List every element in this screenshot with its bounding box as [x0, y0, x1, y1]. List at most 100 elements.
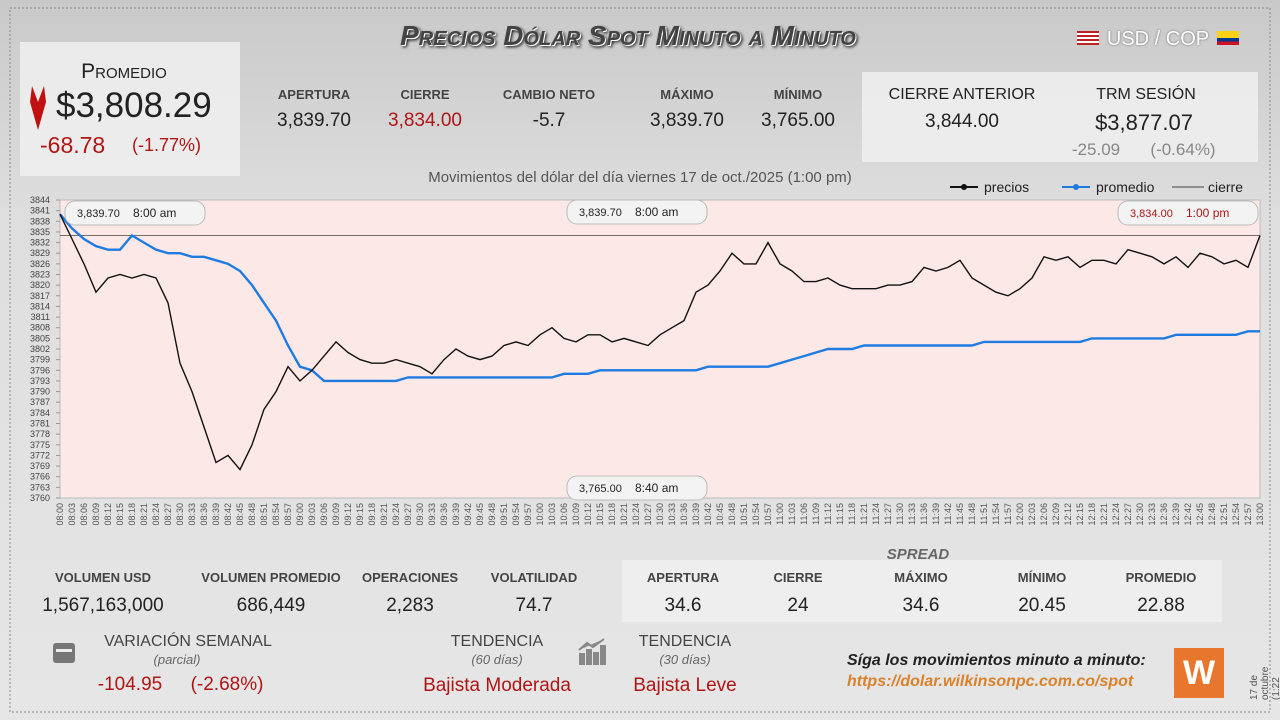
average-change: -68.78: [40, 132, 106, 158]
footer-url[interactable]: https://dolar.wilkinsonpc.com.co/spot: [847, 673, 1134, 690]
x-tick-label: 10:30: [655, 503, 665, 526]
x-tick-label: 08:24: [151, 503, 161, 526]
x-tick-label: 12:24: [1111, 503, 1121, 526]
spread-label: MÁXIMO: [894, 570, 948, 585]
x-tick-label: 11:57: [1003, 503, 1013, 525]
x-tick-label: 12:51: [1219, 503, 1229, 526]
x-tick-label: 12:39: [1171, 503, 1181, 526]
us-flag: [1077, 31, 1099, 45]
y-tick-label: 3835: [30, 227, 50, 237]
x-tick-label: 09:00: [295, 503, 305, 526]
annotation-box: [1117, 200, 1259, 226]
y-tick-label: 3775: [30, 440, 50, 450]
annotation-time: 8:00 am: [133, 206, 176, 220]
footer-prompt: Síga los movimientos minuto a minuto:: [847, 652, 1146, 669]
annotation-time: 8:00 am: [635, 205, 678, 219]
x-tick-label: 10:24: [631, 503, 641, 526]
spread-value: 20.45: [1018, 595, 1066, 616]
x-tick-label: 12:18: [1087, 503, 1097, 526]
x-tick-label: 12:57: [1243, 503, 1253, 526]
y-tick-label: 3826: [30, 259, 50, 269]
x-tick-label: 10:33: [667, 503, 677, 526]
stat-value: 3,834.00: [388, 110, 462, 131]
y-tick-label: 3796: [30, 365, 50, 375]
x-tick-label: 11:39: [931, 503, 941, 525]
x-tick-label: 10:06: [559, 503, 569, 526]
x-tick-label: 08:21: [139, 503, 149, 526]
stat-label: CAMBIO NETO: [502, 87, 596, 102]
spread-value: 34.6: [902, 595, 940, 616]
volume-value: 686,449: [236, 595, 306, 616]
annotation-value: 3,834.00: [1130, 208, 1173, 220]
x-tick-label: 09:30: [415, 503, 425, 526]
x-tick-label: 11:45: [955, 503, 965, 525]
x-tick-label: 09:24: [391, 503, 401, 526]
x-tick-label: 11:36: [919, 503, 929, 525]
x-tick-label: 10:03: [547, 503, 557, 526]
annotation-box: [566, 199, 708, 225]
stat-label: MÍNIMO: [773, 87, 823, 102]
stat-label: CIERRE: [400, 87, 450, 102]
x-tick-label: 10:51: [739, 503, 749, 526]
y-tick-label: 3769: [30, 461, 50, 471]
x-tick-label: 12:21: [1099, 503, 1109, 526]
trend-value: Bajista Leve: [633, 675, 737, 696]
down-arrow: [30, 86, 46, 130]
x-tick-label: 09:18: [367, 503, 377, 526]
x-tick-label: 10:12: [583, 503, 593, 526]
x-tick-label: 12:15: [1075, 503, 1085, 526]
x-tick-label: 10:15: [595, 503, 605, 526]
trend-period: (60 días): [471, 652, 523, 667]
average-value: $3,808.29: [56, 86, 212, 125]
stat-value: -5.7: [532, 110, 566, 131]
trm-change: -25.09: [1071, 140, 1121, 159]
volume-value: 2,283: [386, 595, 434, 616]
y-tick-label: 3772: [30, 450, 50, 460]
annotation-value: 3,765.00: [579, 483, 622, 495]
x-tick-label: 11:03: [787, 503, 797, 525]
frame: [9, 7, 1271, 713]
volume-value: 1,567,163,000: [42, 595, 164, 616]
legend-label: precios: [984, 179, 1029, 195]
spread-label: PROMEDIO: [1125, 570, 1197, 585]
x-tick-label: 12:30: [1135, 503, 1145, 526]
x-tick-label: 09:09: [331, 503, 341, 526]
trend-label: TENDENCIA: [638, 633, 732, 650]
stat-label: APERTURA: [277, 87, 351, 102]
y-tick-label: 3787: [30, 397, 50, 407]
stat-value: 3,839.70: [277, 110, 351, 131]
y-tick-label: 3814: [30, 301, 50, 311]
x-tick-label: 11:15: [835, 503, 845, 525]
weekly-change-pct: (-2.68%): [190, 674, 264, 695]
timestamp: 17 de octubre (1:22 pm): [1249, 666, 1280, 700]
x-tick-label: 12:12: [1063, 503, 1073, 526]
x-tick-label: 12:27: [1123, 503, 1133, 526]
y-tick-label: 3802: [30, 344, 50, 354]
x-tick-label: 08:39: [211, 503, 221, 526]
x-tick-label: 10:18: [607, 503, 617, 526]
x-tick-label: 09:06: [319, 503, 329, 526]
y-tick-label: 3805: [30, 333, 50, 343]
x-tick-label: 12:42: [1183, 503, 1193, 526]
trm-change-pct: (-0.64%): [1150, 140, 1216, 159]
annotation-time: 1:00 pm: [1186, 206, 1229, 220]
title: Precios Dólar Spot Minuto a Minuto: [400, 20, 856, 51]
co-flag: [1217, 31, 1239, 45]
x-tick-label: 08:54: [271, 503, 281, 526]
y-tick-label: 3811: [31, 312, 50, 322]
x-tick-label: 08:00: [55, 503, 65, 526]
spread-label: MÍNIMO: [1017, 570, 1067, 585]
x-tick-label: 10:36: [679, 503, 689, 526]
x-tick-label: 10:45: [715, 503, 725, 526]
y-tick-label: 3817: [30, 291, 50, 301]
x-tick-label: 09:54: [511, 503, 521, 526]
spread-title: SPREAD: [886, 546, 950, 563]
annotation-time: 8:40 am: [635, 481, 678, 495]
y-tick-label: 3763: [30, 482, 50, 492]
logo: W: [1174, 648, 1224, 698]
previous-close: 3,844.00: [925, 111, 999, 132]
spread-value: 34.6: [664, 595, 702, 616]
